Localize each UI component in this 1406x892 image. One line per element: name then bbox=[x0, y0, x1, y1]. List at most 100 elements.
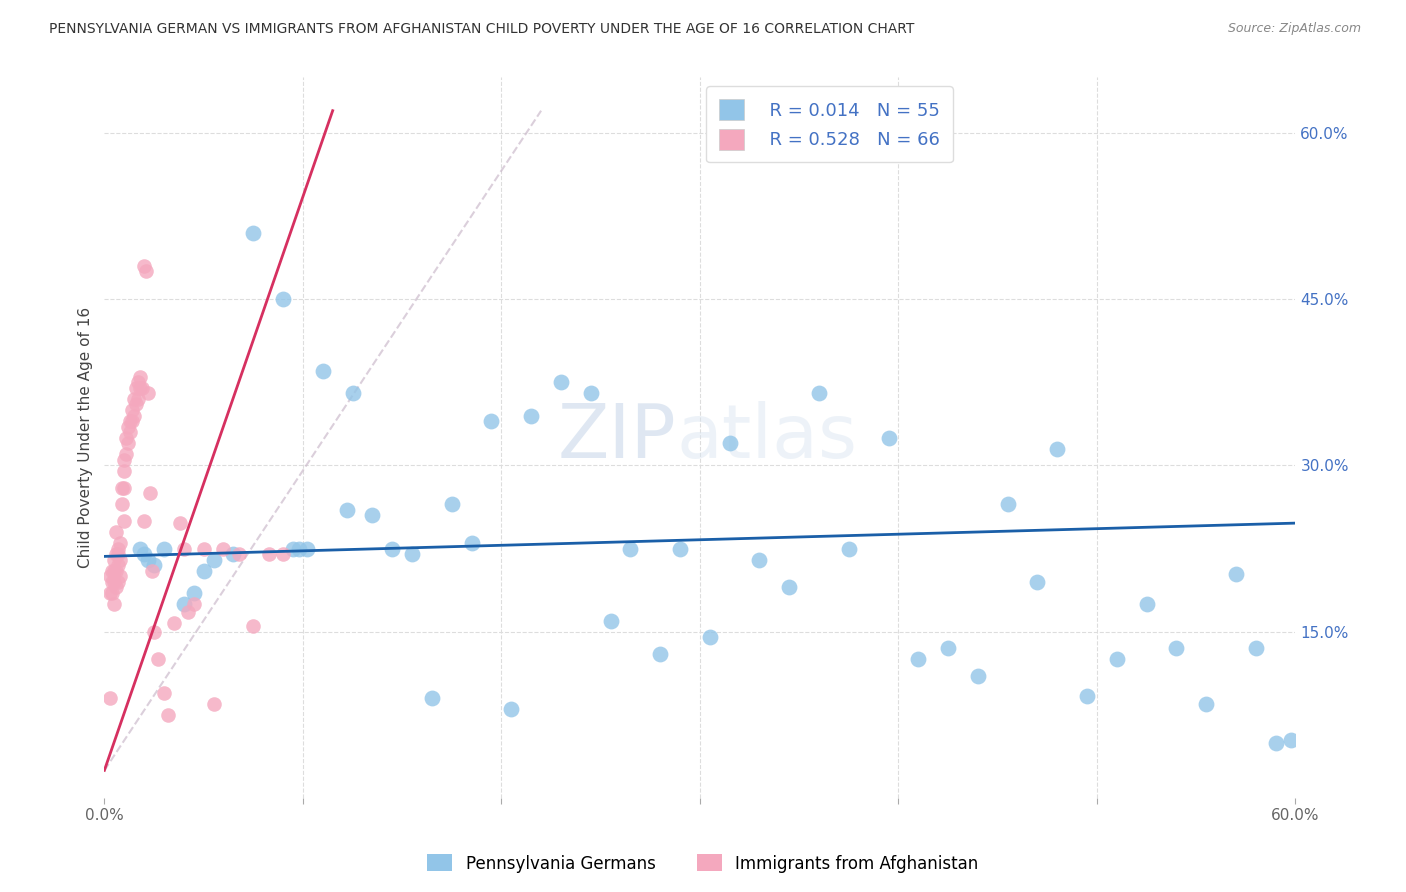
Point bbox=[129, 381, 152, 395]
Point bbox=[1166, 641, 1188, 656]
Point bbox=[112, 514, 135, 528]
Point bbox=[997, 497, 1019, 511]
Point bbox=[579, 386, 602, 401]
Point bbox=[135, 264, 157, 278]
Point bbox=[271, 547, 294, 561]
Point bbox=[107, 541, 129, 556]
Point bbox=[212, 541, 235, 556]
Point bbox=[520, 409, 543, 423]
Point bbox=[98, 569, 121, 583]
Point bbox=[177, 605, 200, 619]
Point bbox=[202, 697, 225, 711]
Point bbox=[110, 536, 132, 550]
Point bbox=[650, 647, 672, 661]
Text: Source: ZipAtlas.com: Source: ZipAtlas.com bbox=[1227, 22, 1361, 36]
Point bbox=[1026, 574, 1049, 589]
Point bbox=[1195, 697, 1218, 711]
Point bbox=[115, 447, 138, 461]
Point bbox=[669, 541, 692, 556]
Text: PENNSYLVANIA GERMAN VS IMMIGRANTS FROM AFGHANISTAN CHILD POVERTY UNDER THE AGE O: PENNSYLVANIA GERMAN VS IMMIGRANTS FROM A… bbox=[49, 22, 914, 37]
Text: atlas: atlas bbox=[676, 401, 858, 475]
Point bbox=[381, 541, 404, 556]
Point bbox=[699, 630, 721, 644]
Point bbox=[460, 536, 482, 550]
Point bbox=[271, 292, 294, 306]
Point bbox=[101, 586, 124, 600]
Point bbox=[361, 508, 384, 523]
Point bbox=[103, 574, 125, 589]
Point bbox=[1135, 597, 1157, 611]
Point bbox=[242, 226, 264, 240]
Point bbox=[125, 397, 148, 411]
Text: ZIP: ZIP bbox=[557, 401, 676, 475]
Point bbox=[136, 386, 159, 401]
Point bbox=[288, 541, 311, 556]
Point bbox=[105, 524, 128, 539]
Point bbox=[501, 702, 523, 716]
Point bbox=[111, 497, 134, 511]
Point bbox=[1225, 567, 1247, 582]
Point bbox=[111, 481, 134, 495]
Point bbox=[120, 414, 142, 428]
Point bbox=[132, 547, 155, 561]
Point bbox=[202, 552, 225, 566]
Point bbox=[107, 558, 129, 573]
Point bbox=[153, 541, 176, 556]
Point bbox=[420, 691, 443, 706]
Point bbox=[120, 425, 142, 440]
Point bbox=[936, 641, 959, 656]
Legend:   R = 0.014   N = 55,   R = 0.528   N = 66: R = 0.014 N = 55, R = 0.528 N = 66 bbox=[706, 87, 953, 162]
Point bbox=[808, 386, 831, 401]
Point bbox=[222, 547, 245, 561]
Point bbox=[153, 686, 176, 700]
Point bbox=[101, 564, 124, 578]
Point bbox=[169, 516, 191, 530]
Point bbox=[748, 552, 770, 566]
Point bbox=[122, 409, 145, 423]
Point bbox=[129, 541, 152, 556]
Point bbox=[121, 414, 143, 428]
Point bbox=[183, 597, 205, 611]
Point bbox=[115, 431, 138, 445]
Point bbox=[193, 564, 215, 578]
Point bbox=[136, 552, 159, 566]
Point bbox=[127, 376, 149, 390]
Point bbox=[966, 669, 988, 683]
Point bbox=[101, 574, 124, 589]
Legend: Pennsylvania Germans, Immigrants from Afghanistan: Pennsylvania Germans, Immigrants from Af… bbox=[420, 847, 986, 880]
Point bbox=[335, 503, 357, 517]
Point bbox=[105, 564, 128, 578]
Point bbox=[281, 541, 304, 556]
Point bbox=[193, 541, 215, 556]
Point bbox=[183, 586, 205, 600]
Point bbox=[122, 392, 145, 406]
Point bbox=[98, 691, 121, 706]
Point bbox=[1244, 641, 1267, 656]
Point bbox=[295, 541, 318, 556]
Point bbox=[112, 453, 135, 467]
Point bbox=[103, 564, 125, 578]
Point bbox=[1046, 442, 1069, 456]
Point bbox=[173, 541, 195, 556]
Point bbox=[132, 259, 155, 273]
Point bbox=[131, 381, 153, 395]
Point bbox=[112, 464, 135, 478]
Point bbox=[599, 614, 621, 628]
Point bbox=[401, 547, 423, 561]
Point bbox=[103, 552, 125, 566]
Point bbox=[1076, 689, 1098, 703]
Point bbox=[117, 436, 139, 450]
Point bbox=[146, 652, 169, 666]
Point bbox=[105, 547, 128, 561]
Point bbox=[121, 403, 143, 417]
Point bbox=[550, 376, 572, 390]
Point bbox=[107, 547, 129, 561]
Point bbox=[139, 486, 162, 500]
Point bbox=[242, 619, 264, 633]
Point bbox=[143, 624, 166, 639]
Point bbox=[112, 481, 135, 495]
Point bbox=[156, 707, 179, 722]
Y-axis label: Child Poverty Under the Age of 16: Child Poverty Under the Age of 16 bbox=[79, 307, 93, 568]
Point bbox=[110, 569, 132, 583]
Point bbox=[132, 514, 155, 528]
